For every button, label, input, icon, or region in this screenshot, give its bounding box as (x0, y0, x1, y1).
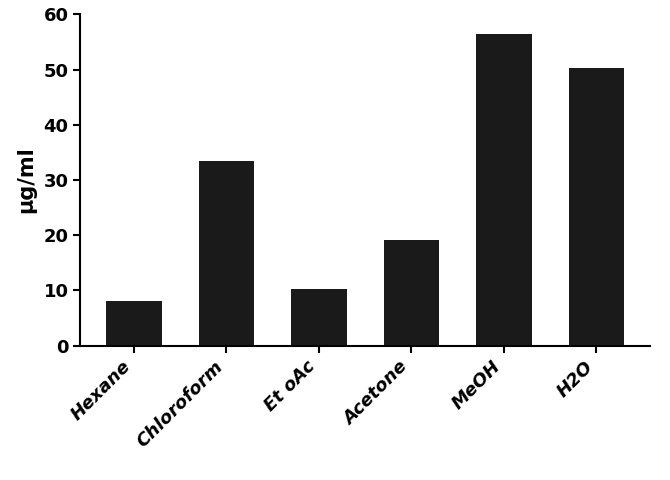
Y-axis label: μg/ml: μg/ml (17, 146, 37, 214)
Bar (569, 68, 624, 346)
Bar (384, 240, 439, 346)
Bar (291, 289, 346, 346)
Bar (476, 34, 531, 346)
Bar (107, 301, 161, 346)
Bar (199, 161, 254, 346)
